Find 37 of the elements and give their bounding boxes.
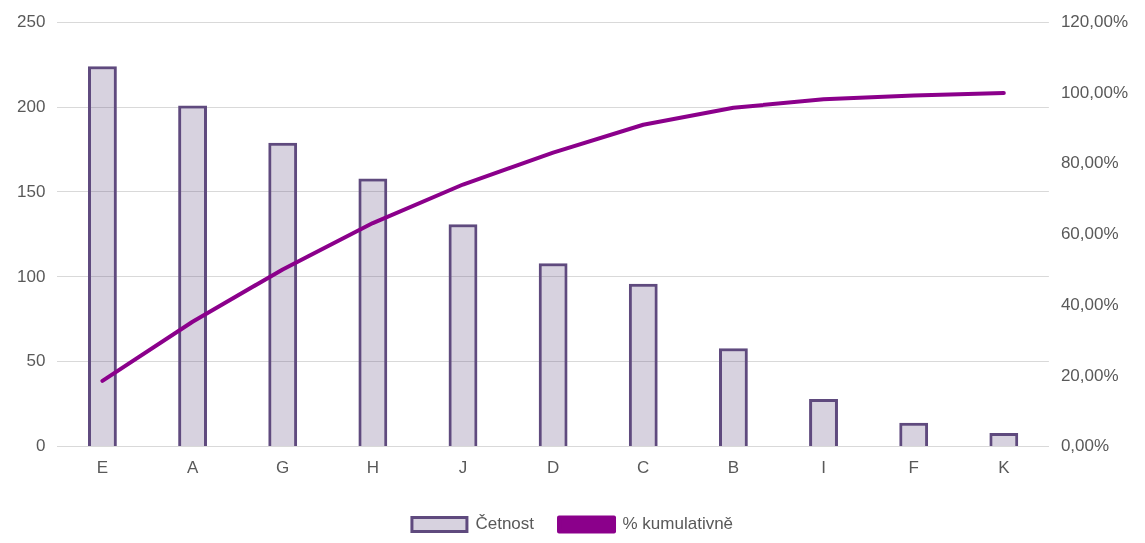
y2-tick-label: 120,00% — [1060, 11, 1129, 31]
x-tick-label: J — [458, 458, 468, 478]
x-tick-label: E — [96, 458, 109, 478]
y2-tick-label: 40,00% — [1060, 294, 1119, 314]
legend-label: % kumulativně — [622, 514, 734, 534]
x-tick-label: A — [186, 458, 199, 478]
bar — [989, 433, 1019, 447]
y-tick-label: 200 — [16, 96, 46, 116]
bar — [358, 178, 388, 447]
x-tick-label: F — [908, 458, 919, 478]
bar — [718, 348, 748, 447]
bar — [448, 224, 478, 447]
x-tick-label: K — [998, 458, 1011, 478]
y-tick-label: 0 — [35, 436, 46, 456]
y2-tick-label: 100,00% — [1060, 82, 1129, 102]
y2-tick-label: 20,00% — [1060, 365, 1119, 385]
bar — [899, 422, 929, 447]
bar — [538, 263, 568, 447]
y-tick-label: 250 — [16, 11, 46, 31]
bar — [268, 142, 298, 447]
bar — [628, 283, 658, 447]
y2-tick-label: 60,00% — [1060, 224, 1119, 244]
x-tick-label: G — [276, 458, 290, 478]
y-tick-label: 150 — [16, 181, 46, 201]
bar — [88, 66, 117, 447]
x-tick-label: D — [546, 458, 560, 478]
y-tick-label: 50 — [26, 351, 46, 371]
y-tick-label: 100 — [16, 266, 46, 286]
bar — [178, 105, 207, 447]
y2-tick-label: 0,00% — [1060, 436, 1110, 456]
x-tick-label: B — [727, 458, 740, 478]
x-tick-label: C — [637, 458, 650, 478]
x-tick-label: I — [821, 458, 826, 478]
bar — [809, 399, 838, 447]
x-tick-label: H — [366, 458, 379, 478]
y2-tick-label: 80,00% — [1060, 153, 1119, 173]
legend-label: Četnost — [475, 514, 535, 534]
